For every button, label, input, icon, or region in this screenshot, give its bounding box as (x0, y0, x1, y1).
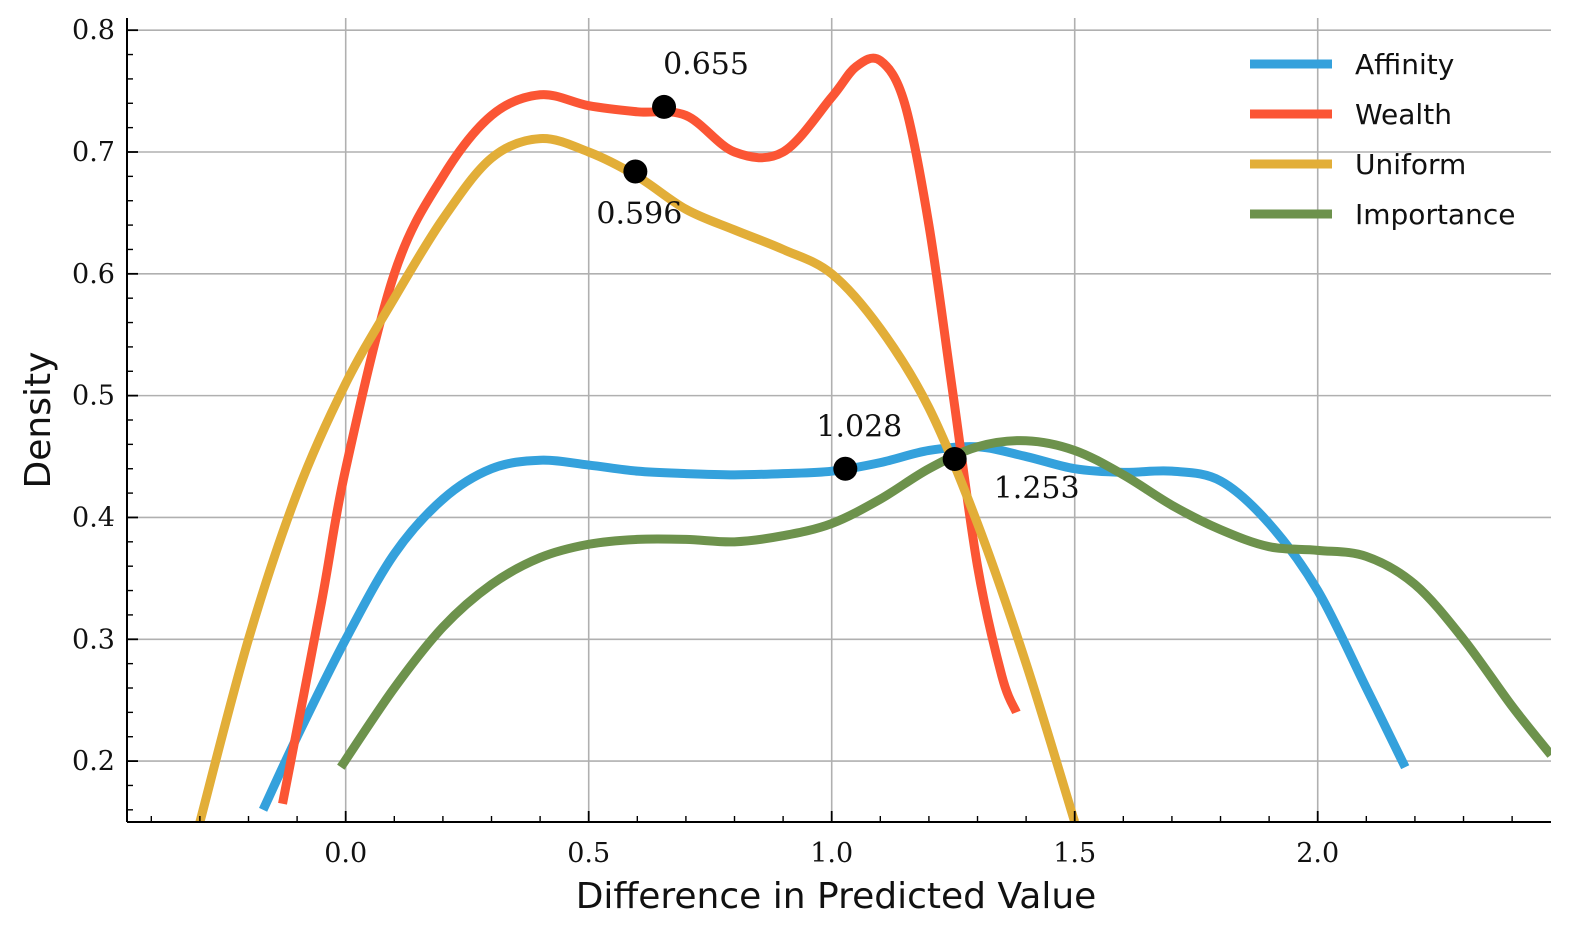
axes: 0.0 0.5 1.0 1.5 2.0 0.2 0.3 0.4 0.5 0.6 0.7 0.8 (72, 15, 1551, 869)
y-tick-label: 0.2 (72, 746, 115, 777)
y-axis-label: Density (18, 352, 59, 489)
x-tick-label: 2.0 (1296, 838, 1339, 869)
legend-label-importance: Importance (1355, 198, 1515, 231)
series-line-wealth (278, 53, 1021, 805)
x-tick-label: 1.5 (1053, 838, 1096, 869)
y-tick-label: 0.8 (72, 15, 115, 46)
marker-point (833, 456, 858, 481)
marker-point (942, 446, 967, 471)
y-tick-label: 0.4 (72, 502, 115, 533)
y-tick-label: 0.3 (72, 624, 115, 655)
legend-label-wealth: Wealth (1355, 98, 1452, 131)
marker-point (623, 159, 648, 184)
legend-label-affinity: Affinity (1355, 48, 1454, 81)
series-line-uniform (195, 134, 1080, 822)
x-tick-label: 0.0 (324, 838, 367, 869)
legend-label-uniform: Uniform (1355, 148, 1466, 181)
y-tick-label: 0.5 (72, 381, 115, 412)
x-axis-label: Difference in Predicted Value (576, 876, 1097, 917)
y-tick-label: 0.6 (72, 259, 115, 290)
series-line-importance (337, 436, 1551, 770)
marker-label: 1.253 (994, 471, 1080, 506)
marker-label: 0.655 (663, 47, 749, 82)
marker-label: 1.028 (816, 410, 902, 445)
legend: Affinity Wealth Uniform Importance (1250, 48, 1515, 231)
grid (127, 18, 1551, 822)
markers: 0.655 0.596 1.028 1.253 (596, 47, 1079, 506)
x-tick-label: 1.0 (810, 838, 853, 869)
series-line-affinity (259, 442, 1410, 812)
marker-label: 0.596 (596, 196, 682, 231)
x-tick-label: 0.5 (567, 838, 610, 869)
y-tick-label: 0.7 (72, 137, 115, 168)
marker-point (652, 94, 677, 119)
